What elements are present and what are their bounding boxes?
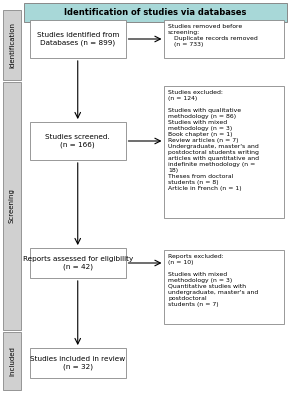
FancyBboxPatch shape (30, 20, 126, 58)
FancyBboxPatch shape (3, 10, 21, 80)
FancyBboxPatch shape (30, 248, 126, 278)
Text: Studies screened.
(n = 166): Studies screened. (n = 166) (45, 134, 110, 148)
FancyBboxPatch shape (30, 122, 126, 160)
FancyBboxPatch shape (24, 3, 287, 22)
FancyBboxPatch shape (3, 82, 21, 330)
FancyBboxPatch shape (164, 20, 284, 58)
Text: Studies removed before
screening:
   Duplicate records removed
   (n = 733): Studies removed before screening: Duplic… (168, 24, 258, 47)
Text: Identification: Identification (9, 22, 15, 68)
Text: Reports assessed for eligibility
(n = 42): Reports assessed for eligibility (n = 42… (23, 256, 133, 270)
FancyBboxPatch shape (164, 86, 284, 218)
Text: Reports excluded:
(n = 10)

Studies with mixed
methodology (n = 3)
Quantitative : Reports excluded: (n = 10) Studies with … (168, 254, 258, 307)
Text: Included: Included (9, 346, 15, 376)
Text: Studies excluded:
(n = 124)

Studies with qualitative
methodology (n = 86)
Studi: Studies excluded: (n = 124) Studies with… (168, 90, 259, 191)
Text: Studies included in review
(n = 32): Studies included in review (n = 32) (30, 356, 125, 370)
FancyBboxPatch shape (30, 348, 126, 378)
Text: Screening: Screening (9, 188, 15, 224)
FancyBboxPatch shape (164, 250, 284, 324)
Text: Identification of studies via databases: Identification of studies via databases (64, 8, 247, 17)
FancyBboxPatch shape (3, 332, 21, 390)
Text: Studies identified from
Databases (n = 899): Studies identified from Databases (n = 8… (36, 32, 119, 46)
